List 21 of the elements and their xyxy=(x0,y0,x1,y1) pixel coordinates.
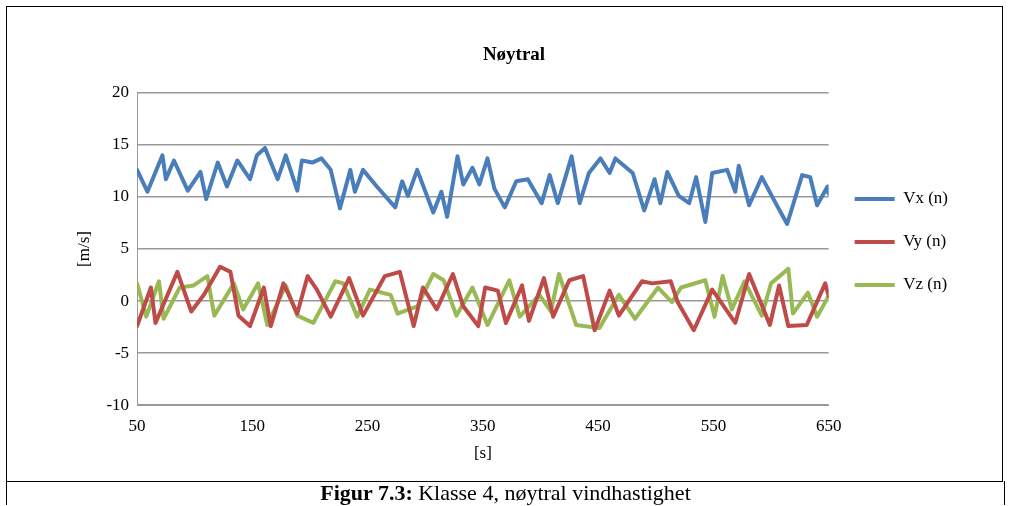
y-tick-label: 10 xyxy=(112,186,130,206)
y-tick-label: -10 xyxy=(106,394,130,414)
legend-label: Vz (n) xyxy=(903,274,948,294)
x-tick-label: 150 xyxy=(239,415,266,435)
legend-label: Vy (n) xyxy=(903,231,947,251)
legend-label: Vx (n) xyxy=(903,188,949,208)
x-tick-label: 350 xyxy=(470,415,496,435)
y-tick-label: 0 xyxy=(120,290,130,310)
chart-title: Nøytral xyxy=(482,43,546,65)
y-tick-label: -5 xyxy=(114,342,130,362)
text: Figur 7.3: Klasse 4, nøytral vindhastighet xyxy=(7,480,1004,505)
x-axis-title: [s] xyxy=(473,443,492,463)
x-tick-label: 650 xyxy=(815,415,842,435)
x-tick-label: 50 xyxy=(128,415,146,435)
y-tick-label: 5 xyxy=(120,238,130,258)
y-tick-label: 20 xyxy=(112,82,130,102)
y-axis-title: [m/s] xyxy=(73,231,93,267)
y-tick-label: 15 xyxy=(112,134,130,154)
x-tick-label: 450 xyxy=(585,415,611,435)
x-tick-label: 250 xyxy=(354,415,381,435)
x-tick-label: 550 xyxy=(700,415,727,435)
